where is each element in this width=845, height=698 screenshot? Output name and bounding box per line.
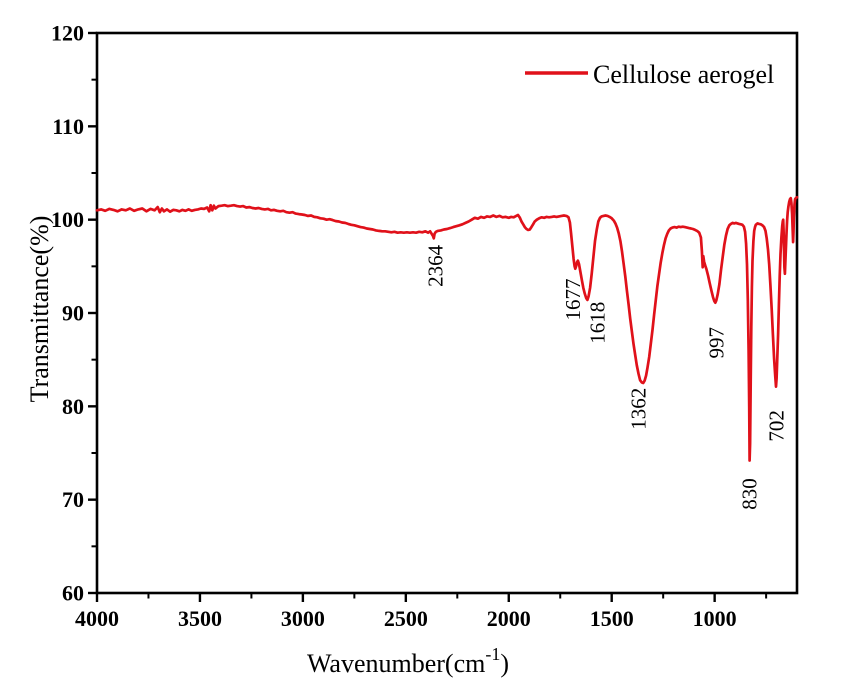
spectrum-curve (95, 195, 799, 462)
x-tick-label: 2500 (384, 606, 428, 631)
x-tick-label: 3000 (281, 606, 325, 631)
axis-ticks (88, 31, 768, 602)
peak-annotation: 702 (765, 410, 789, 442)
y-axis-title: Transmittance(%) (25, 216, 54, 403)
y-tick-label: 70 (62, 487, 84, 512)
x-axis-title-suffix: ) (500, 649, 509, 678)
y-tick-label: 80 (62, 394, 84, 419)
axis-tick-labels: 4000 3500 3000 2500 2000 1500 1000 60 70 80 90 100 1… (51, 21, 737, 632)
x-axis-title-main: Wavenumber(cm (307, 649, 485, 678)
x-tick-label: 1500 (590, 606, 634, 631)
plot-border (95, 31, 799, 595)
y-tick-label: 60 (62, 581, 84, 606)
x-tick-label: 2000 (487, 606, 531, 631)
peak-annotation: 1677 (561, 279, 585, 321)
x-axis-title: Wavenumber(cm-1) (307, 644, 509, 678)
x-tick-label: 3500 (178, 606, 222, 631)
y-tick-label: 110 (52, 114, 84, 139)
peak-annotation: 997 (705, 327, 729, 359)
y-tick-label: 90 (62, 301, 84, 326)
x-tick-label: 1000 (693, 606, 737, 631)
peak-annotation: 2364 (424, 244, 448, 287)
x-tick-label: 4000 (75, 606, 119, 631)
peak-annotation: 1362 (627, 388, 651, 430)
peak-annotation: 1618 (586, 302, 610, 344)
y-tick-label: 100 (51, 207, 84, 232)
peak-annotation: 830 (738, 478, 762, 510)
legend: Cellulose aerogel (525, 60, 774, 89)
x-axis-title-superscript: -1 (485, 644, 500, 664)
y-tick-label: 120 (51, 21, 84, 46)
legend-label: Cellulose aerogel (593, 60, 774, 89)
